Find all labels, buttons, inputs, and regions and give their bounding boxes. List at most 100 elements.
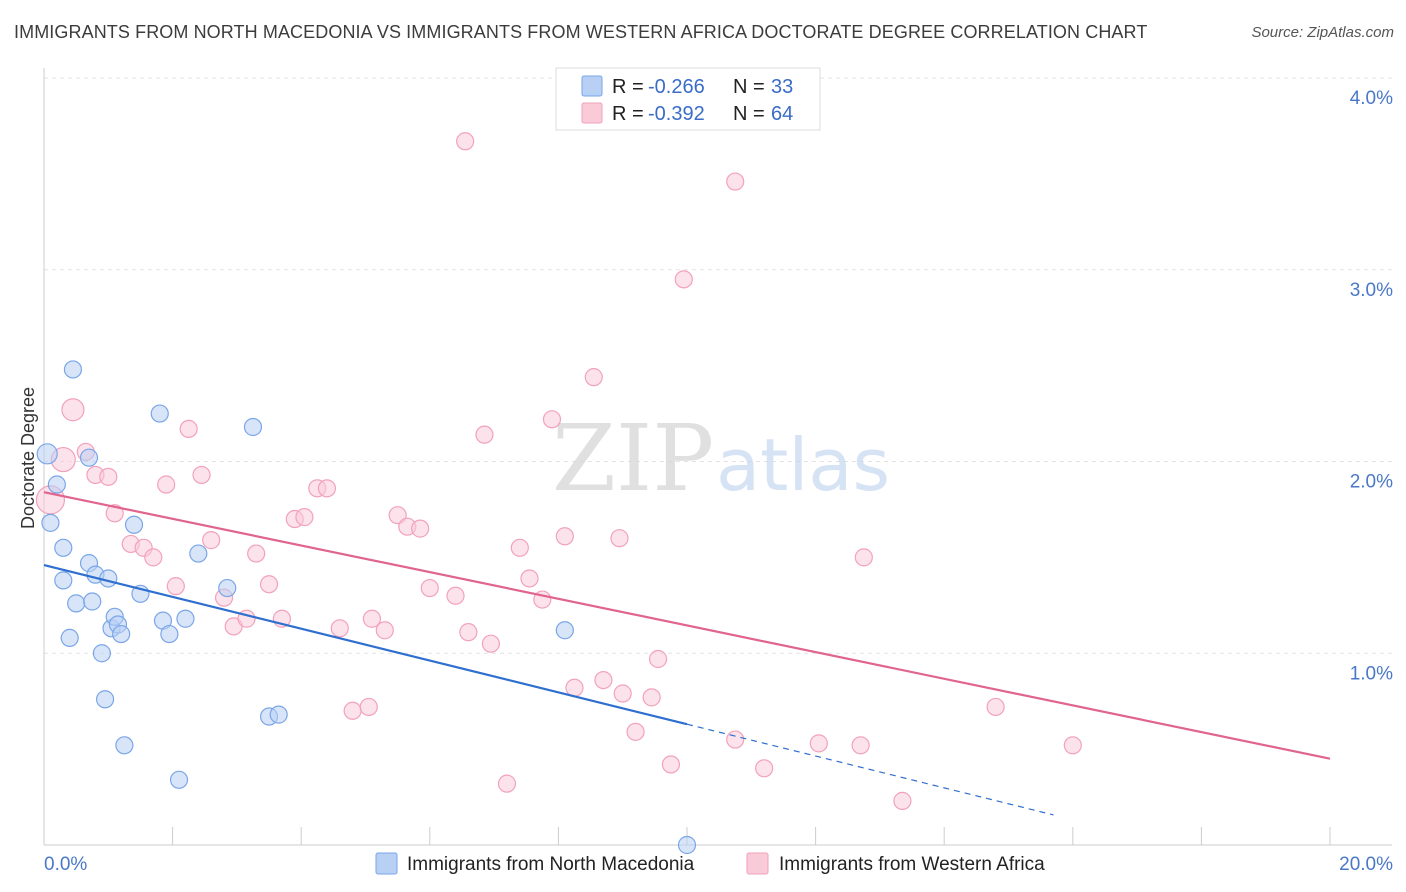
point-north-macedonia-29 <box>243 417 263 437</box>
bottom-legend-label-north-macedonia: Immigrants from North Macedonia <box>407 854 695 875</box>
point-western-africa-43 <box>542 410 562 429</box>
point-western-africa-13 <box>192 465 211 485</box>
point-western-africa-51 <box>642 688 661 707</box>
legend-n-value-2: 64 <box>771 103 793 125</box>
y-tick-labels: 1.0% 2.0% 3.0% 4.0% <box>1350 88 1393 684</box>
legend-r-value-2: -0.392 <box>648 103 705 125</box>
point-north-macedonia-19 <box>115 736 134 755</box>
point-western-africa-28 <box>362 609 382 628</box>
point-western-africa-27 <box>359 697 378 717</box>
y-tick-label-2: 3.0% <box>1350 280 1393 301</box>
point-western-africa-10 <box>157 475 176 494</box>
gridlines <box>44 77 1392 654</box>
point-western-africa-18 <box>247 544 266 563</box>
point-western-africa-19 <box>259 575 279 594</box>
bottom-legend-swatch-north-macedonia <box>375 852 398 875</box>
point-north-macedonia-24 <box>160 624 179 644</box>
point-north-macedonia-7 <box>67 594 86 613</box>
point-north-macedonia-18 <box>112 624 131 644</box>
legend-swatch-western-africa <box>581 102 603 124</box>
x-tick-labels: 0.0% 20.0% <box>44 854 1393 875</box>
point-north-macedonia-31 <box>269 705 288 724</box>
point-western-africa-62 <box>986 697 1005 717</box>
trend-line-western-africa <box>43 491 1331 760</box>
point-north-macedonia-20 <box>124 515 144 534</box>
point-western-africa-61 <box>893 791 912 810</box>
stats-legend: R = -0.266 N = 33 R = -0.392 N = 64 <box>555 67 821 131</box>
point-north-macedonia-6 <box>63 360 83 379</box>
point-western-africa-57 <box>755 759 774 778</box>
watermark-zip: ZIP <box>552 405 714 512</box>
series-legend: Immigrants from North Macedonia Immigran… <box>375 852 1045 875</box>
legend-n-label-1: N = <box>733 76 765 98</box>
point-western-africa-50 <box>626 722 645 741</box>
y-tick-label-3: 4.0% <box>1350 88 1393 109</box>
point-western-africa-38 <box>481 634 500 653</box>
point-western-africa-25 <box>330 619 349 638</box>
point-western-africa-6 <box>105 504 124 523</box>
point-western-africa-44 <box>555 527 574 546</box>
series-north-macedonia-points <box>36 360 697 855</box>
trend-line-north-macedonia <box>43 563 688 726</box>
point-north-macedonia-2 <box>47 475 66 494</box>
point-western-africa-29 <box>375 621 394 640</box>
point-north-macedonia-3 <box>54 571 73 590</box>
point-western-africa-9 <box>144 548 163 567</box>
point-western-africa-24 <box>317 479 337 498</box>
point-western-africa-52 <box>648 649 668 669</box>
point-western-africa-35 <box>456 132 475 151</box>
point-western-africa-56 <box>726 730 745 749</box>
point-western-africa-45 <box>565 678 584 697</box>
point-western-africa-41 <box>520 569 539 588</box>
point-western-africa-2 <box>61 398 85 422</box>
point-western-africa-46 <box>584 368 603 387</box>
point-western-africa-26 <box>343 701 362 720</box>
legend-r-label-1: R = <box>612 76 644 98</box>
point-north-macedonia-8 <box>79 448 99 467</box>
y-axis-label: Doctorate Degree <box>18 387 38 529</box>
point-western-africa-11 <box>166 577 185 596</box>
point-western-africa-39 <box>497 774 517 793</box>
point-north-macedonia-27 <box>189 544 208 563</box>
point-western-africa-32 <box>411 519 430 538</box>
point-north-macedonia-32 <box>677 835 697 855</box>
point-western-africa-53 <box>661 755 681 774</box>
point-western-africa-48 <box>610 529 629 548</box>
legend-n-value-1: 33 <box>771 76 793 98</box>
point-western-africa-55 <box>726 172 745 191</box>
watermark: ZIP atlas <box>552 405 890 512</box>
point-western-africa-58 <box>809 734 828 753</box>
point-north-macedonia-33 <box>555 621 574 640</box>
y-tick-label-1: 2.0% <box>1350 472 1393 493</box>
watermark-atlas: atlas <box>716 423 890 507</box>
point-western-africa-37 <box>475 425 494 444</box>
trend-lines <box>43 491 1331 816</box>
point-western-africa-34 <box>446 586 465 605</box>
legend-r-label-2: R = <box>612 103 644 125</box>
point-north-macedonia-4 <box>54 538 73 557</box>
trend-line-extension-north-macedonia <box>686 723 1054 816</box>
point-western-africa-36 <box>459 623 478 642</box>
point-western-africa-63 <box>1063 736 1082 755</box>
point-north-macedonia-26 <box>176 609 195 628</box>
point-north-macedonia-12 <box>92 644 111 663</box>
legend-r-value-1: -0.266 <box>648 76 705 98</box>
point-western-africa-59 <box>851 736 870 755</box>
point-north-macedonia-13 <box>95 690 115 709</box>
point-western-africa-60 <box>854 548 873 567</box>
point-north-macedonia-25 <box>169 770 189 789</box>
point-western-africa-54 <box>674 270 693 289</box>
point-north-macedonia-28 <box>218 578 237 598</box>
bottom-legend-label-western-africa: Immigrants from Western Africa <box>779 854 1045 875</box>
point-north-macedonia-10 <box>83 592 102 611</box>
chart-title: IMMIGRANTS FROM NORTH MACEDONIA VS IMMIG… <box>14 22 1148 42</box>
point-western-africa-33 <box>420 578 439 598</box>
y-tick-label-0: 1.0% <box>1350 663 1393 684</box>
point-western-africa-40 <box>510 538 529 557</box>
point-western-africa-47 <box>594 670 613 690</box>
point-western-africa-49 <box>613 684 632 703</box>
point-north-macedonia-0 <box>36 443 58 465</box>
point-north-macedonia-22 <box>150 404 169 423</box>
chart-source: Source: ZipAtlas.com <box>1251 24 1394 41</box>
